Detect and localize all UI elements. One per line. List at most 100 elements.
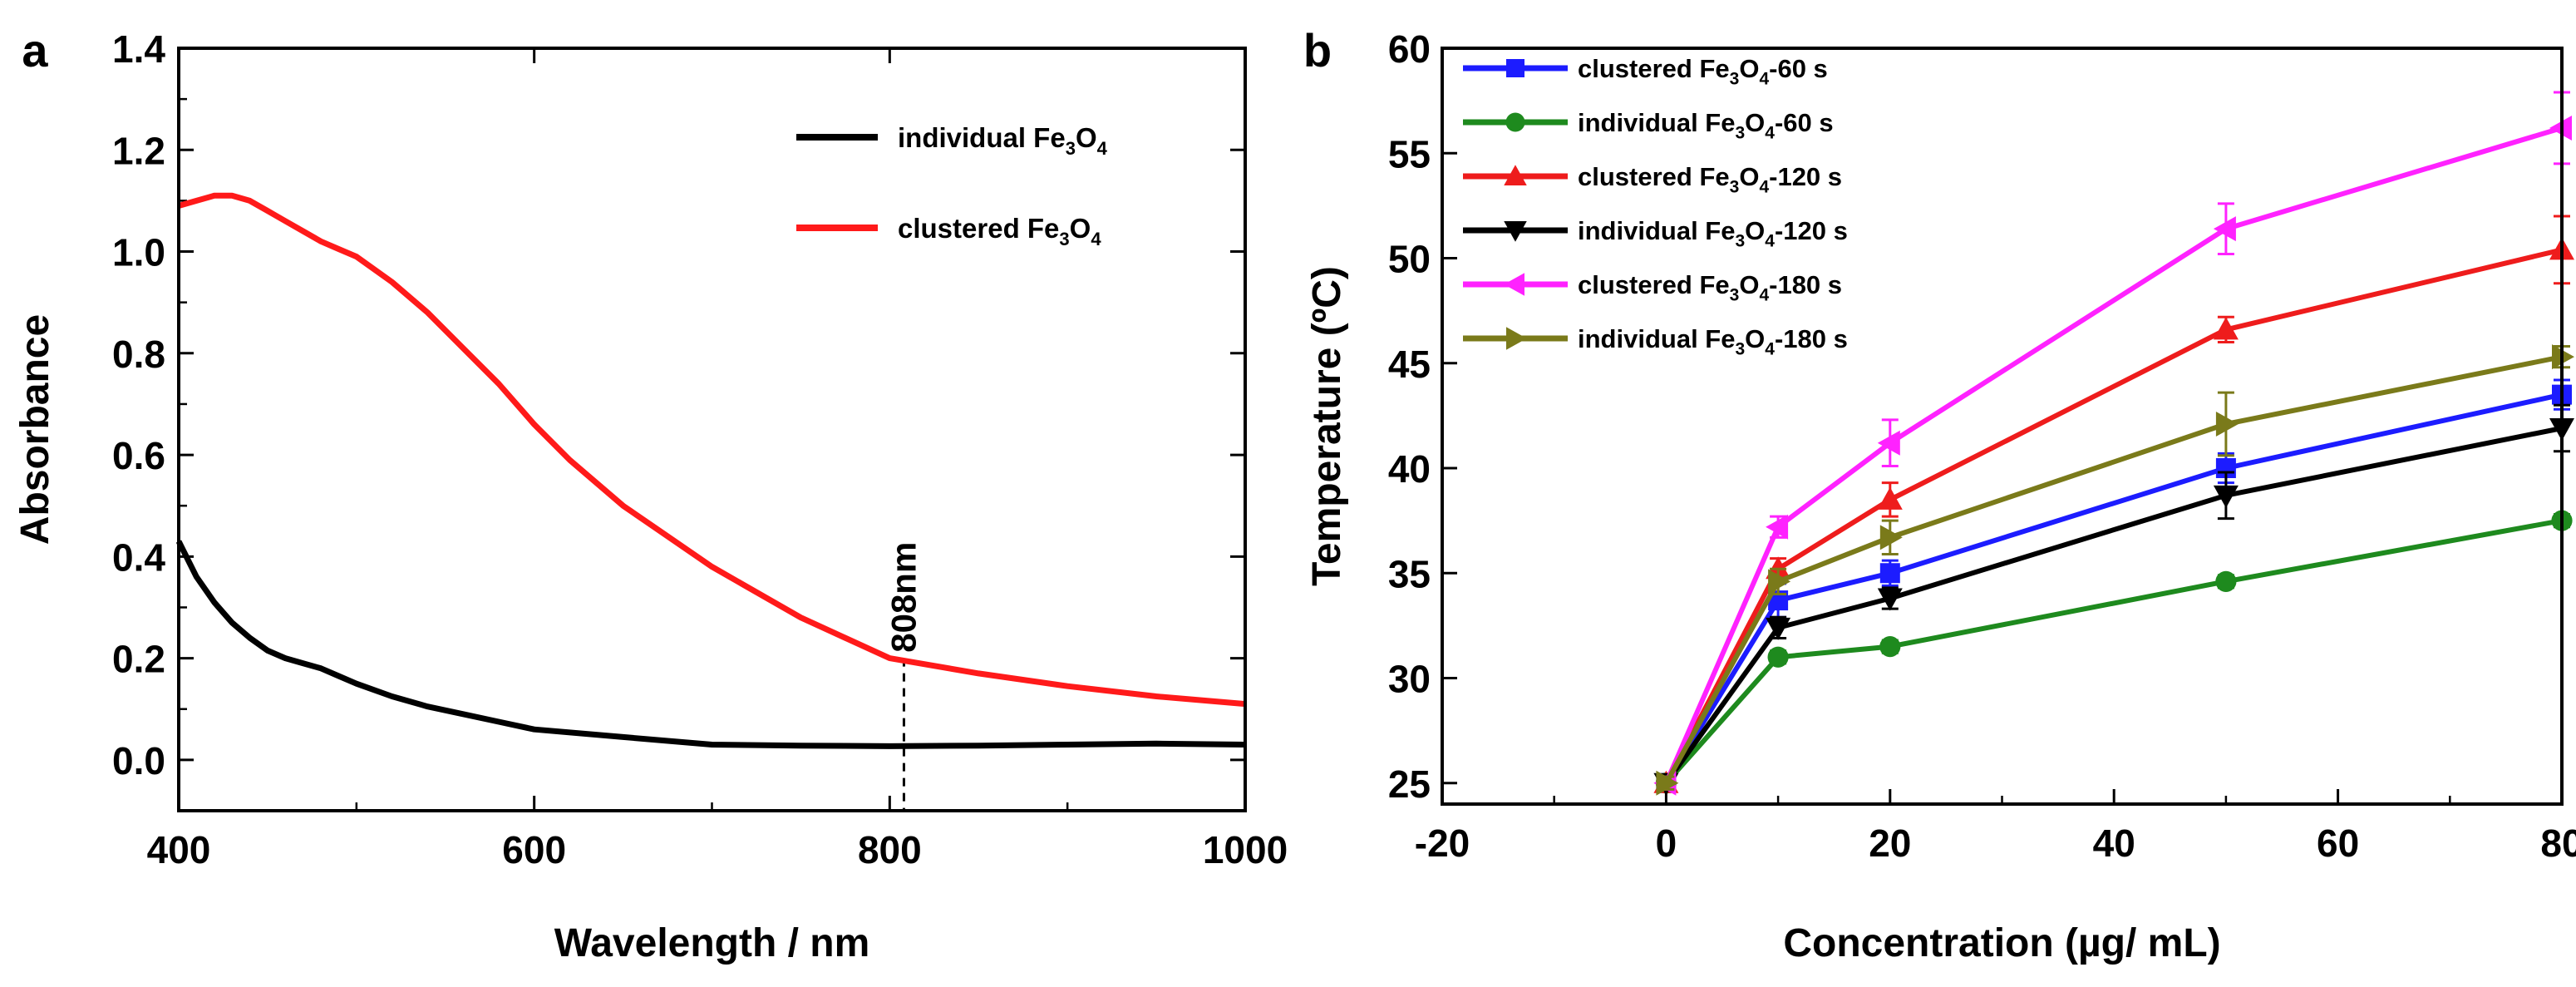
legend-marker-b (1504, 221, 1527, 242)
legend-text-part: 3 (1059, 229, 1069, 249)
y-tick-label: 1.0 (112, 231, 165, 274)
x-tick-label: 0 (1656, 822, 1677, 865)
legend-text-part: 3 (1730, 286, 1740, 305)
legend-text-part: individual Fe (1578, 324, 1735, 353)
legend-text-part: 3 (1735, 124, 1745, 143)
data-point (2213, 216, 2236, 242)
legend-text-part: O (1070, 213, 1091, 244)
data-point (2213, 485, 2239, 508)
legend-label-b: clustered Fe3O4-180 s (1578, 270, 1842, 305)
data-point (1877, 430, 1900, 456)
annotation-808-label: 808nm (884, 542, 923, 653)
legend-text-part: -120 s (1775, 216, 1848, 245)
x-tick-label: 40 (2093, 822, 2135, 865)
x-axis-title-b: Concentration (µg/ mL) (1783, 921, 2220, 965)
panel-a-chart: a 0.0 0.2 0.4 0.6 0.8 1.0 1.2 1.4 400 600 800 1000 80… (13, 24, 1288, 965)
y-tick-label: 1.2 (112, 129, 165, 172)
series-0 (1656, 378, 2572, 793)
panel-b-chart: b 25 30 35 40 45 50 55 60 -20 0 20 40 60 80 clustered F… (1303, 24, 2576, 965)
plot-frame-a (177, 47, 1247, 812)
legend-marker-b (1506, 59, 1524, 77)
y-tick-label: 55 (1388, 132, 1431, 175)
data-point (1879, 525, 1903, 550)
series-line-clustered (178, 192, 1246, 708)
legend-label-a: individual Fe3O4 (898, 122, 1108, 159)
legend-text-part: -60 s (1775, 108, 1834, 137)
x-tick-label: 600 (502, 828, 566, 871)
legend-text-part: -180 s (1769, 270, 1842, 299)
y-tick-label: 0.2 (112, 638, 165, 681)
legend-marker-b (1504, 165, 1527, 185)
legend-text-part: O (1076, 122, 1097, 153)
y-tick-label: 0.0 (112, 739, 165, 782)
y-tick-label: 45 (1388, 343, 1431, 386)
x-tick-label: 1000 (1203, 828, 1288, 871)
legend-text-part: 3 (1735, 340, 1745, 359)
series-5 (1656, 344, 2574, 796)
legend-label-b: clustered Fe3O4-120 s (1578, 162, 1842, 197)
legend-text-part: clustered Fe (898, 213, 1059, 244)
legend-text-part: O (1745, 108, 1765, 137)
y-tick-label: 0.8 (112, 333, 165, 376)
legend-text-part: 4 (1765, 124, 1775, 143)
legend-text-part: -60 s (1769, 54, 1828, 83)
data-point (1656, 770, 1679, 796)
x-tick-label: 80 (2540, 822, 2576, 865)
y-axis-title-a: Absorbance (13, 314, 57, 545)
legend-marker-b (1505, 112, 1525, 132)
legend-text-part: 4 (1097, 138, 1108, 159)
plot-frame-b (1441, 47, 2564, 806)
x-tick-label: 60 (2317, 822, 2359, 865)
y-tick-label: 50 (1388, 238, 1431, 281)
legend-label-b: individual Fe3O4-180 s (1578, 324, 1848, 359)
panel-label-b: b (1303, 24, 1332, 76)
series-line (1663, 354, 2563, 785)
series-1 (1655, 510, 2573, 794)
legend-text-part: 4 (1091, 229, 1101, 249)
series-line (1664, 518, 2563, 785)
y-tick-label: 60 (1388, 27, 1431, 71)
data-point (1766, 514, 1789, 540)
y-tick-label: 25 (1388, 762, 1431, 806)
x-tick-label: 400 (147, 828, 211, 871)
y-tick-label: 40 (1388, 447, 1431, 491)
x-tick-label: 800 (858, 828, 922, 871)
legend-label-a: clustered Fe3O4 (898, 213, 1101, 249)
data-point (1879, 636, 1901, 658)
legend-text-part: 4 (1765, 340, 1775, 359)
legend-text-part: clustered Fe (1578, 162, 1730, 191)
legend-text-part: 3 (1730, 178, 1740, 197)
legend-text-part: -120 s (1769, 162, 1842, 191)
y-tick-label: 1.4 (112, 27, 165, 71)
data-point (1768, 569, 1791, 595)
legend-text-part: O (1745, 216, 1765, 245)
legend-text-part: O (1745, 324, 1765, 353)
x-tick-label: -20 (1415, 822, 1470, 865)
legend-text-part: O (1739, 162, 1759, 191)
legend-text-part: clustered Fe (1578, 270, 1730, 299)
x-tick-label: 20 (1869, 822, 1911, 865)
data-point (1879, 563, 1900, 584)
legend-text-part: individual Fe (1578, 108, 1735, 137)
legend-text-part: 4 (1759, 178, 1769, 197)
legend-text-part: O (1739, 270, 1759, 299)
legend-marker-b (1504, 273, 1524, 296)
data-point (2213, 317, 2239, 340)
legend-label-b: individual Fe3O4-120 s (1578, 216, 1848, 251)
y-axis-title-b: Temperature (ºC) (1305, 266, 1349, 586)
y-tick-label: 30 (1388, 658, 1431, 701)
data-point (1766, 617, 1791, 640)
y-tick-label: 0.4 (112, 535, 165, 579)
data-point (2215, 411, 2239, 437)
data-point (1877, 588, 1903, 611)
legend-text-part: individual Fe (898, 122, 1066, 153)
y-tick-label: 0.6 (112, 434, 165, 477)
legend-text-part: -180 s (1775, 324, 1848, 353)
legend-text-part: 4 (1759, 286, 1769, 305)
data-point (2215, 570, 2237, 592)
y-tick-label: 35 (1388, 552, 1431, 595)
series-line-individual (175, 540, 1246, 749)
legend-text-part: 3 (1066, 138, 1076, 159)
legend-text-part: clustered Fe (1578, 54, 1730, 83)
